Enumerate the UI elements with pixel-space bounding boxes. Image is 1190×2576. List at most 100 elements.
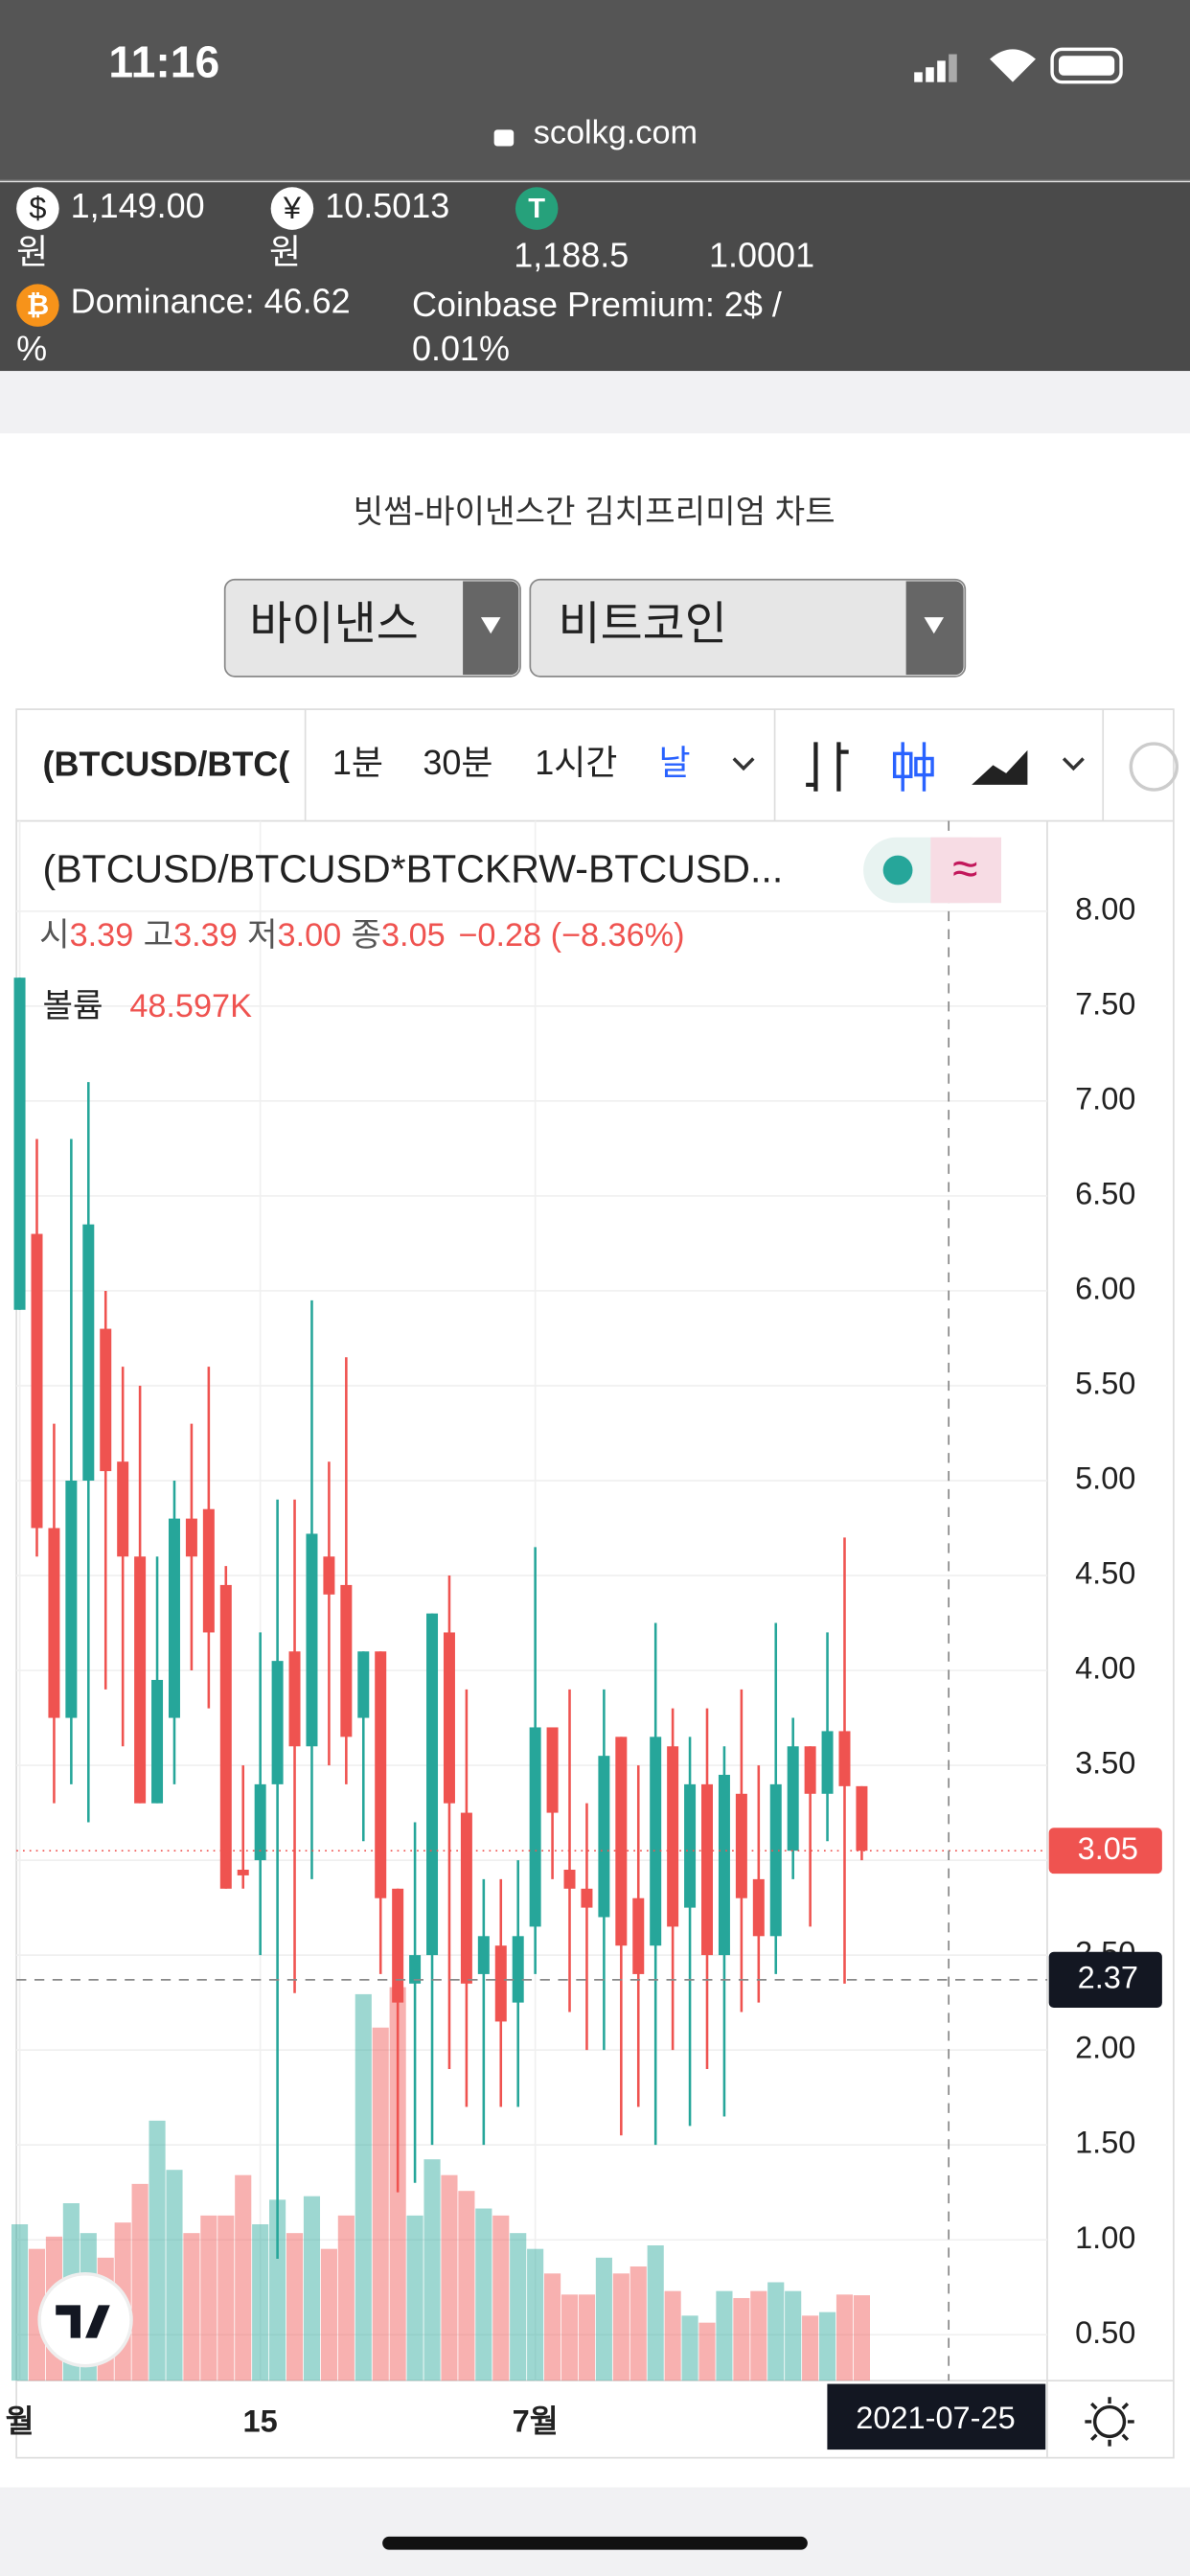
volume-bar [355,1993,372,2381]
cny-rate: 10.5013 [325,186,449,225]
volume-bar [492,2215,510,2381]
candle-body [65,1481,78,1718]
candle-body [185,1518,197,1557]
y-tick-label: 1.50 [1075,2126,1135,2160]
y-tick-label: 6.50 [1075,1177,1135,1211]
candle-body [323,1556,335,1595]
volume-label: 볼륨 [43,988,103,1024]
usd-rate: 1,149.00 [71,186,205,225]
settings-icon[interactable] [1092,2404,1127,2439]
volume-bar [595,2257,612,2381]
candle-body [821,1731,834,1794]
candle-body [271,1661,284,1784]
last-price-box [1048,1828,1162,1874]
ticker-band [0,182,1190,372]
y-tick-label: 0.50 [1075,2315,1135,2350]
y-tick-label: 8.00 [1075,891,1135,926]
volume-bar [853,2295,870,2381]
volume-bar [303,2196,321,2381]
volume-bar [475,2208,492,2381]
candle-body [202,1508,215,1633]
volume-bar [561,2294,579,2381]
chart-frame [15,708,1175,2459]
exchange-select[interactable] [223,578,521,678]
status-dot [882,855,913,886]
tradingview-logo-mark [56,2305,110,2338]
high-label: 고 [144,917,174,954]
volume-bar [647,2245,664,2381]
y-tick-label: 7.00 [1075,1082,1135,1116]
usd-icon [16,187,59,230]
candle-body [804,1746,816,1794]
y-tick-label: 7.50 [1075,986,1135,1021]
volume-bar [131,2183,149,2381]
volume-bar [544,2273,561,2381]
volume-bar [578,2294,596,2381]
home-indicator [382,2536,808,2550]
footer-spacer [0,2487,1190,2576]
coin-select[interactable] [529,578,967,678]
volume-bar [235,2174,252,2381]
plot: 0.501.001.502.002.503.003.504.004.505.00… [6,820,1135,2438]
x-tick-label: 월 [6,2404,34,2438]
interval-button[interactable]: 1시간 [535,743,617,782]
candle-body [460,1812,472,1984]
candle-body [219,1584,232,1889]
y-tick-label: 1.00 [1075,2220,1135,2255]
candle-body [787,1746,799,1852]
candle-body [752,1878,765,1937]
open-value: 3.39 [70,917,134,954]
lock-icon [493,129,515,147]
bars-style-icon[interactable] [806,742,849,792]
volume-bar [681,2315,698,2381]
volume-bar [716,2290,733,2381]
interval-button[interactable]: 1분 [332,743,383,782]
candle-body [494,1945,507,2022]
premium: Coinbase Premium: 2$ / [412,285,782,324]
y-tick-label: 4.50 [1075,1556,1135,1591]
candle-body [340,1584,353,1737]
candle-body [632,1898,645,1974]
select-arrow [924,617,945,634]
close-value: 3.05 [381,917,446,954]
interval-button-active[interactable]: 날 [659,743,691,782]
candle-body [100,1328,112,1472]
tether-icon-glyph: T [528,194,545,224]
style-dropdown[interactable] [1062,757,1085,771]
wifi-icon [990,49,1036,82]
symbol-button[interactable]: (BTCUSD/BTC( [43,745,290,784]
volume-bar [612,2273,629,2381]
volume-bar [286,2233,304,2381]
add-button[interactable] [1129,742,1179,792]
status-bar [0,0,1190,181]
volume-bar [252,2224,269,2381]
volume-bar [200,2215,217,2381]
settings-icon-rays [1085,2397,1134,2447]
volume-bar [785,2290,802,2381]
clock: 11:16 [108,37,219,87]
spacer [0,371,1190,434]
area-style-icon[interactable] [972,749,1028,785]
candle-body [237,1869,249,1875]
volume-bar [527,2248,544,2381]
dominance: Dominance: 46.62 [71,281,351,320]
exchange-select-value[interactable]: 바이낸스 [249,599,418,650]
interval-button[interactable]: 30분 [423,743,492,782]
ohlc-legend: 시3.39 고3.39 저3.00 종3.05 −0.28 (−8.36%) [39,917,684,954]
candles-style-icon[interactable] [901,742,927,792]
volume-bar [28,2248,46,2381]
candle-body [13,978,26,1310]
candle-body [718,1774,730,1956]
coin-select-value[interactable]: 비트코인 [558,599,726,650]
dominance-unit: % [16,329,47,368]
btc-icon [16,284,59,327]
close-label: 종 [352,917,382,954]
candles-style-icon-body [892,751,913,779]
url[interactable]: scolkg.com [534,115,698,151]
interval-dropdown[interactable] [732,757,755,771]
tradingview-logo[interactable] [37,2272,133,2368]
candle-body [615,1736,628,1946]
candle-body [151,1679,164,1804]
crosshair-price-label: 2.37 [1078,1960,1138,1994]
